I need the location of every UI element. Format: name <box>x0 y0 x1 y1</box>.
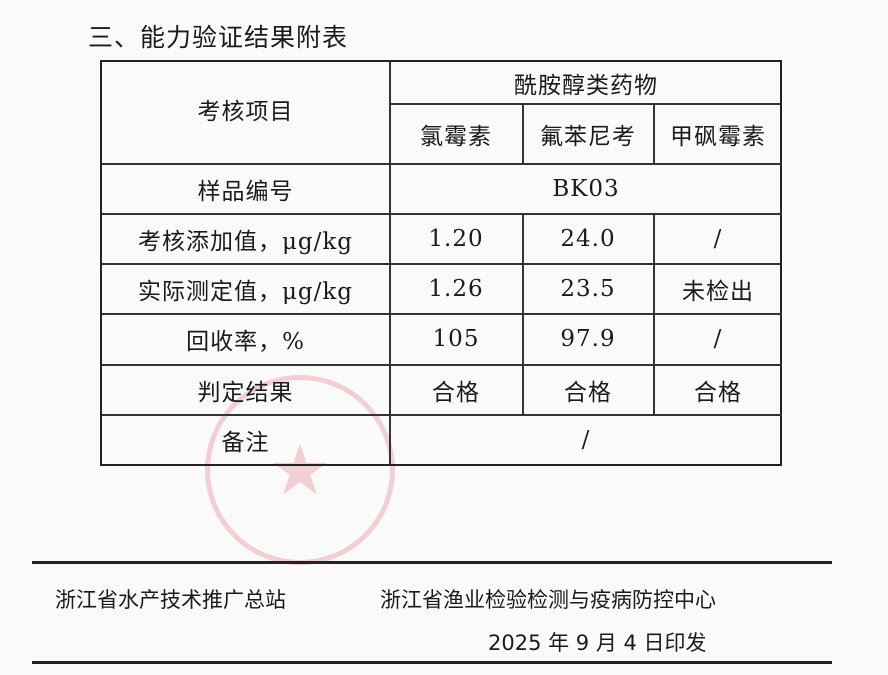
issuer-1: 浙江省水产技术推广总站 <box>55 588 286 612</box>
row-value: 合格 <box>432 379 480 406</box>
footer-bottom-rule <box>32 661 832 664</box>
sample-value: BK03 <box>552 175 620 202</box>
note-label: 备注 <box>221 429 270 456</box>
row-value: / <box>713 225 723 252</box>
header-drug: 甲砜霉素 <box>670 123 766 150</box>
sample-label: 样品编号 <box>197 178 294 205</box>
results-table: 考核项目 酰胺醇类药物 氯霉素 氟苯尼考 甲砜霉素 样品编号 BK03 考核添加… <box>100 60 782 466</box>
row-value: 1.26 <box>428 275 484 302</box>
row-label: 实际测定值，μg/kg <box>137 278 354 305</box>
row-value: / <box>713 326 723 352</box>
section-title: 三、能力验证结果附表 <box>88 23 349 52</box>
row-label: 判定结果 <box>197 379 294 406</box>
row-value: 23.5 <box>560 275 616 302</box>
footer-top-rule <box>32 561 832 564</box>
issue-date: 2025 年 9 月 4 日印发 <box>488 631 707 655</box>
row-value: 105 <box>432 326 480 352</box>
row-value: 未检出 <box>682 278 754 305</box>
row-value: 97.9 <box>560 326 616 352</box>
row-value: 24.0 <box>560 225 616 252</box>
row-label: 回收率，% <box>186 329 305 355</box>
issuer-2: 浙江省渔业检验检测与疫病防控中心 <box>380 588 716 612</box>
row-value: 合格 <box>694 379 742 406</box>
note-value: / <box>581 426 591 453</box>
header-drug: 氯霉素 <box>420 123 492 150</box>
header-drug: 氟苯尼考 <box>540 123 636 150</box>
row-value: 1.20 <box>428 225 484 252</box>
header-item: 考核项目 <box>197 98 294 125</box>
header-group: 酰胺醇类药物 <box>514 72 658 99</box>
row-value: 合格 <box>564 379 612 406</box>
row-label: 考核添加值，μg/kg <box>137 228 354 255</box>
